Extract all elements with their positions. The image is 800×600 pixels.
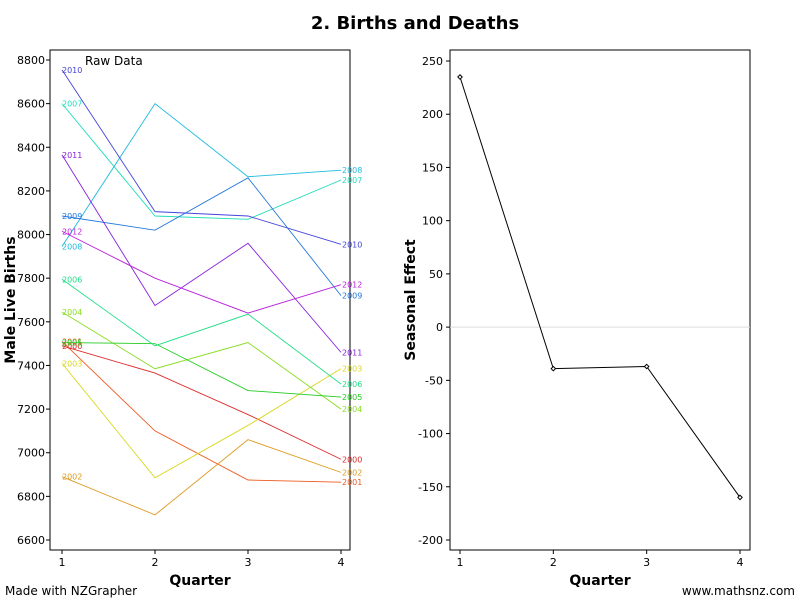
raw-data-panel: 6600 6800 7000 7200 7400 7600 7800 8000 8200 8400…	[3, 49, 362, 589]
seasonal-effect-panel: -200 -150 -100 -50 0 50 100 150 200 250 1 2 3 4 Seas…	[403, 49, 751, 589]
series-label-end: 2009	[342, 292, 362, 301]
x-tick-label: 3	[643, 556, 650, 569]
y-tick-label: 6600	[17, 534, 45, 547]
y-tick-label: 100	[422, 215, 443, 228]
y-tick-label: 200	[422, 108, 443, 121]
left-y-axis-label: Male Live Births	[3, 236, 19, 363]
series-line-2001	[61, 341, 342, 483]
series-line-2012	[61, 230, 342, 314]
series-line-2006	[61, 278, 342, 385]
x-tick-label: 2	[550, 556, 557, 569]
y-tick-label: 8400	[17, 141, 45, 154]
series-label-start: 2003	[62, 359, 82, 368]
series-line-2004	[61, 311, 342, 410]
series-label-start: 2006	[62, 275, 82, 284]
seasonal-point	[643, 363, 650, 370]
series-label-end: 2012	[342, 281, 362, 290]
series-label-end: 2006	[342, 380, 362, 389]
right-y-axis-label: Seasonal Effect	[403, 239, 419, 361]
series-line-2002	[61, 439, 342, 516]
series-line-2010	[61, 69, 342, 245]
x-tick-label: 1	[457, 556, 464, 569]
y-tick-label: 250	[422, 55, 443, 68]
series-line-2003	[61, 362, 342, 479]
right-x-axis-label: Quarter	[569, 573, 630, 589]
series-label-end: 2001	[342, 478, 362, 487]
series-label-start: 2000	[62, 342, 82, 351]
series-label-end: 2005	[342, 393, 362, 402]
series-line-2007	[61, 103, 342, 220]
series-line-2005	[61, 342, 342, 398]
made-with-credit: Made with NZGrapher	[5, 584, 137, 598]
x-tick-label: 1	[59, 556, 66, 569]
y-tick-label: 8600	[17, 98, 45, 111]
website-credit: www.mathsnz.com	[682, 584, 795, 598]
seasonal-plot-frame	[449, 49, 751, 551]
y-tick-label: 8200	[17, 185, 45, 198]
seasonal-point	[550, 365, 557, 372]
y-tick-label: -100	[418, 428, 443, 441]
series-label-end: 2000	[342, 455, 362, 464]
x-tick-label: 4	[737, 556, 744, 569]
series-label-start: 2007	[62, 100, 82, 109]
series-line-2009	[61, 177, 342, 296]
series-label-start: 2009	[62, 212, 82, 221]
y-tick-label: 8000	[17, 229, 45, 242]
series-label-start: 2012	[62, 227, 82, 236]
y-tick-label: 0	[436, 321, 443, 334]
series-label-start: 2008	[62, 243, 82, 252]
x-tick-label: 2	[152, 556, 159, 569]
x-tick-label: 3	[245, 556, 252, 569]
series-label-end: 2003	[342, 365, 362, 374]
y-tick-label: 7000	[17, 447, 45, 460]
series-label-start: 2002	[62, 473, 82, 482]
seasonal-point	[457, 74, 463, 80]
y-tick-label: 8800	[17, 54, 45, 67]
series-line-2008	[61, 102, 342, 247]
series-line-2000	[61, 345, 342, 460]
y-tick-label: -150	[418, 481, 443, 494]
y-tick-label: 7200	[17, 403, 45, 416]
y-tick-label: -200	[418, 534, 443, 547]
series-label-end: 2007	[342, 176, 362, 185]
series-label-start: 2001	[62, 337, 82, 346]
seasonal-point	[737, 494, 743, 501]
y-tick-label: 150	[422, 161, 443, 174]
series-label-end: 2002	[342, 468, 362, 477]
raw-data-plot-frame	[49, 49, 351, 551]
y-tick-label: 7800	[17, 272, 45, 285]
left-x-axis: 1 2 3 4	[59, 550, 345, 569]
series-label-start: 2010	[62, 66, 82, 75]
seasonal-series-group	[457, 74, 743, 501]
raw-data-legend: Raw Data	[85, 54, 143, 68]
y-tick-label: 7600	[17, 316, 45, 329]
left-series-group	[61, 69, 342, 516]
series-label-start: 2011	[62, 151, 82, 160]
series-line-2011	[61, 154, 342, 353]
seasonal-effect-line	[459, 76, 741, 498]
y-tick-label: 6800	[17, 490, 45, 503]
y-tick-label: -50	[425, 374, 443, 387]
left-y-axis: 6600 6800 7000 7200 7400 7600 7800 8000 8200 8400…	[17, 54, 50, 547]
right-y-axis: -200 -150 -100 -50 0 50 100 150 200 250	[418, 55, 450, 547]
series-label-end: 2011	[342, 348, 362, 357]
right-x-axis: 1 2 3 4	[457, 550, 744, 569]
series-label-start: 2005	[62, 339, 82, 348]
left-x-axis-label: Quarter	[169, 573, 230, 589]
series-label-end: 2010	[342, 240, 362, 249]
series-label-end: 2008	[342, 166, 362, 175]
y-tick-label: 50	[429, 268, 443, 281]
series-label-end: 2004	[342, 405, 362, 414]
chart-title: 2. Births and Deaths	[311, 13, 519, 34]
x-tick-label: 4	[338, 556, 345, 569]
series-label-start: 2004	[62, 308, 82, 317]
y-tick-label: 7400	[17, 359, 45, 372]
